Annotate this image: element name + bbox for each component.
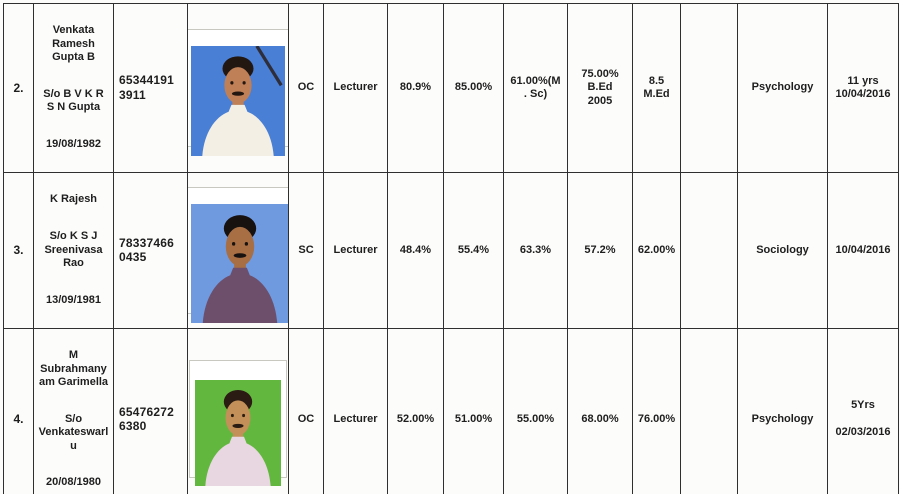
faculty-table: 2. Venkata Ramesh Gupta B S/o B V K R S …	[3, 2, 899, 494]
cell-category: SC	[288, 172, 324, 329]
mustache-shape	[233, 253, 247, 259]
cell-pct2: 85.00%	[443, 2, 504, 174]
cell-subject: Psychology	[737, 2, 828, 174]
cell-pct3: 63.3%	[503, 172, 568, 329]
cell-photo	[187, 327, 289, 494]
cell-pct5: 62.00%	[632, 172, 681, 329]
person-name: K Rajesh	[49, 193, 98, 206]
cell-pct2: 55.4%	[443, 172, 504, 329]
cell-phone: 65476272 6380	[113, 327, 188, 494]
cell-blank	[680, 2, 738, 174]
face-shape	[225, 400, 251, 436]
neck-shape	[232, 429, 244, 445]
cell-name: K Rajesh S/o K S J Sreenivasa Rao 13/09/…	[33, 172, 114, 329]
portrait-photo-svg	[195, 379, 281, 486]
photo-pole-artifact	[255, 46, 283, 87]
date-of-birth: 20/08/1980	[45, 476, 102, 489]
eye-left	[231, 242, 236, 246]
cell-serial: 3.	[3, 172, 34, 329]
cell-pct3: 55.00%	[503, 327, 568, 494]
cell-experience: 5Yrs 02/03/2016	[827, 327, 899, 494]
eye-left	[230, 413, 234, 417]
face-shape	[225, 227, 255, 267]
cell-photo	[187, 172, 289, 329]
table-row: 4. M Subrahmany am Garimella S/o Venkate…	[3, 327, 899, 494]
table-row: 3. K Rajesh S/o K S J Sreenivasa Rao 13/…	[3, 172, 899, 329]
person-name: Venkata Ramesh Gupta B	[52, 24, 95, 64]
cell-serial: 4.	[3, 327, 34, 494]
table-row: 2. Venkata Ramesh Gupta B S/o B V K R S …	[3, 2, 899, 174]
cell-phone: 78337466 0435	[113, 172, 188, 329]
cell-designation: Lecturer	[323, 2, 388, 174]
cell-pct4: 68.00%	[567, 327, 633, 494]
mustache-shape	[231, 91, 245, 97]
father-name: S/o B V K R S N Gupta	[43, 88, 104, 114]
person-figure	[202, 56, 274, 157]
cell-photo	[187, 2, 289, 174]
eye-right	[242, 413, 246, 417]
eye-right	[242, 81, 246, 85]
shirt-shape	[205, 436, 271, 486]
cell-subject: Sociology	[737, 172, 828, 329]
person-name: M Subrahmany am Garimella	[38, 349, 109, 388]
cell-serial: 2.	[3, 2, 34, 174]
cell-category: OC	[288, 2, 324, 174]
cell-pct4: 75.00% B.Ed 2005	[567, 2, 633, 174]
portrait-photo	[190, 361, 286, 486]
portrait-photo-svg	[191, 46, 285, 157]
date-of-birth: 19/08/1982	[45, 138, 102, 151]
cell-designation: Lecturer	[323, 172, 388, 329]
cell-pct1: 52.00%	[387, 327, 444, 494]
cell-experience: 11 yrs 10/04/2016	[827, 2, 899, 174]
shirt-shape	[202, 105, 274, 157]
cell-pct1: 80.9%	[387, 2, 444, 174]
portrait-photo	[188, 187, 288, 324]
cell-subject: Psychology	[737, 327, 828, 494]
eye-left	[230, 81, 234, 85]
cell-pct2: 51.00%	[443, 327, 504, 494]
cell-pct1: 48.4%	[387, 172, 444, 329]
cell-category: OC	[288, 327, 324, 494]
cell-name: Venkata Ramesh Gupta B S/o B V K R S N G…	[33, 2, 114, 174]
cell-pct5: 76.00%	[632, 327, 681, 494]
eye-right	[244, 242, 249, 246]
cell-blank	[680, 172, 738, 329]
cell-pct3: 61.00%(M . Sc)	[503, 2, 568, 174]
person-figure	[202, 215, 278, 324]
cell-designation: Lecturer	[323, 327, 388, 494]
face-shape	[224, 67, 252, 104]
cell-experience: 10/04/2016	[827, 172, 899, 329]
shirt-shape	[202, 268, 278, 324]
cell-phone: 65344191 3911	[113, 2, 188, 174]
portrait-photo-svg	[191, 204, 288, 324]
father-name: S/o K S J Sreenivasa Rao	[44, 230, 103, 270]
mustache-shape	[232, 423, 244, 428]
date-of-birth: 13/09/1981	[45, 293, 102, 306]
cell-pct4: 57.2%	[567, 172, 633, 329]
portrait-photo	[188, 30, 288, 157]
cell-pct5: 8.5 M.Ed	[632, 2, 681, 174]
cell-name: M Subrahmany am Garimella S/o Venkateswa…	[33, 327, 114, 494]
person-figure	[205, 389, 271, 486]
father-name: S/o Venkateswarl u	[38, 412, 109, 452]
cell-blank	[680, 327, 738, 494]
